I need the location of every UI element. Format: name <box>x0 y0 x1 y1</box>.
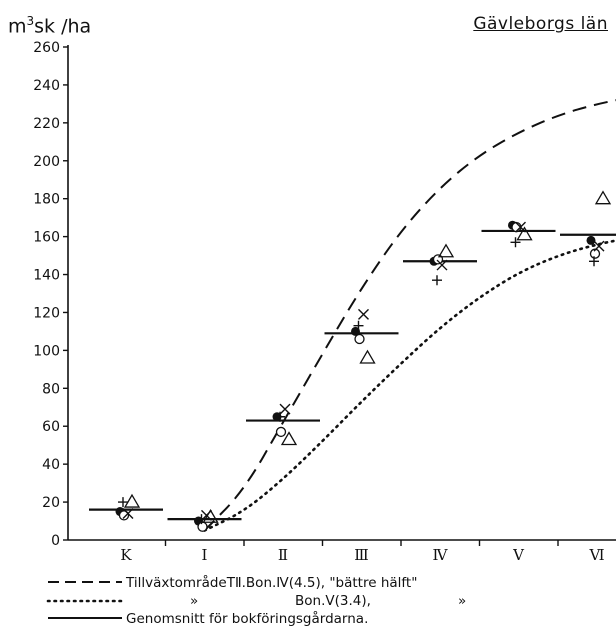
x-tick-label: Ⅵ <box>588 546 604 564</box>
x-tick-label: Ⅱ <box>278 546 288 564</box>
marker-triangle <box>202 508 219 523</box>
y-tick-label: 40 <box>42 457 60 473</box>
marker-triangle <box>437 243 455 258</box>
legend-dotted-label: Bon.Ⅴ(3.4), <box>295 593 371 609</box>
y-tick-label: 180 <box>33 192 60 208</box>
marker-cross <box>436 259 448 271</box>
marker-open-circle <box>118 510 130 521</box>
marker-cross <box>122 507 134 519</box>
marker-plus <box>275 411 285 422</box>
marker-open-circle <box>197 521 208 532</box>
y-tick-label: 0 <box>51 533 60 549</box>
marker-plus <box>510 237 521 248</box>
marker-triangle <box>594 190 612 205</box>
y-axis-label: m3sk /ha <box>8 14 92 38</box>
x-tick-label: I <box>202 546 208 564</box>
legend-ditto-mark: » <box>458 593 466 609</box>
marker-plus <box>353 320 364 331</box>
y-tick-label: 20 <box>42 495 60 511</box>
y-tick-label: 140 <box>33 268 60 284</box>
marker-open-circle <box>275 426 287 438</box>
marker-cross <box>358 308 369 320</box>
marker-filled-circle <box>586 235 596 245</box>
marker-filled-circle <box>351 326 360 336</box>
marker-open-circle <box>354 333 365 345</box>
y-tick-label: 160 <box>33 230 60 246</box>
y-tick-label: 200 <box>33 154 60 170</box>
marker-plus <box>589 256 599 267</box>
marker-plus <box>118 497 128 508</box>
y-tick-label: 60 <box>42 419 60 435</box>
chart-title: Gävleborgs län <box>473 14 608 34</box>
marker-triangle <box>359 349 376 364</box>
dashed-curve <box>203 99 616 532</box>
y-tick-label: 120 <box>33 305 60 321</box>
x-tick-label: K <box>120 546 132 564</box>
dotted-curve <box>203 239 616 532</box>
marker-triangle <box>123 493 141 508</box>
y-tick-label: 240 <box>33 78 60 94</box>
legend-solid-label: Genomsnitt för bokföringsgårdarna. <box>126 610 368 627</box>
y-tick-label: 220 <box>33 116 60 132</box>
legend-dashed-label: TillväxtområdeTⅡ.Bon.Ⅳ(4.5), "bättre häl… <box>125 574 417 591</box>
marker-plus <box>432 275 442 286</box>
x-tick-label: Ⅳ <box>433 546 449 564</box>
marker-triangle <box>516 226 533 241</box>
marker-cross <box>515 221 526 233</box>
marker-cross <box>279 403 291 415</box>
y-tick-label: 260 <box>33 40 60 56</box>
x-tick-label: Ⅲ <box>354 546 368 564</box>
x-tick-label: Ⅴ <box>512 546 525 564</box>
y-tick-label: 100 <box>33 343 60 359</box>
y-tick-label: 80 <box>42 381 60 397</box>
marker-triangle <box>280 431 298 446</box>
legend-ditto-mark: » <box>190 593 198 609</box>
marker-cross <box>593 240 605 252</box>
